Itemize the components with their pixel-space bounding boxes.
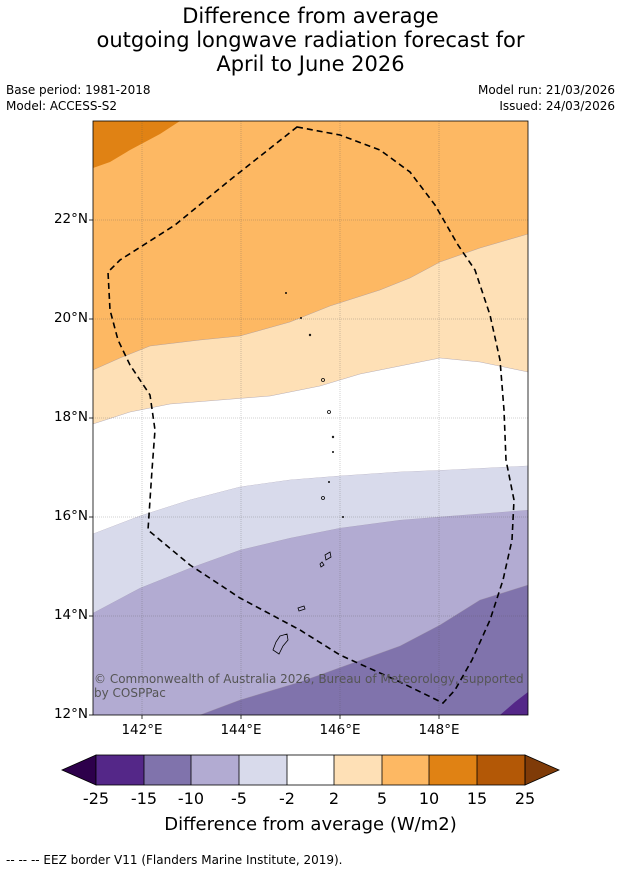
band-10-15 (93, 121, 180, 168)
colorbar-tick: -10 (177, 789, 205, 808)
colorbar-tick: -5 (231, 789, 247, 808)
islands (272, 291, 344, 655)
model-run: Model run: 21/03/2026 (477, 83, 615, 97)
lat-label: 20°N (53, 310, 88, 326)
issued-date: Issued: 24/03/2026 (499, 99, 615, 113)
lat-label: 22°N (53, 211, 88, 227)
colorbar-tick: -25 (82, 789, 110, 808)
colorbar-tick: 15 (466, 789, 488, 808)
lat-label: 16°N (53, 508, 88, 524)
colorbar-under (61, 754, 97, 786)
colorbar-tick: 25 (514, 789, 536, 808)
axis-ticks (89, 219, 440, 719)
lon-label: 142°E (121, 722, 163, 738)
colorbar-tick: 2 (328, 789, 340, 808)
colorbar-bin (191, 755, 239, 785)
lat-label: 14°N (53, 607, 88, 623)
colorbar-bin (334, 755, 382, 785)
colorbar-over (524, 754, 560, 786)
colorbar-tick: -2 (279, 789, 295, 808)
title-line-1: Difference from average (182, 4, 439, 28)
colorbar-label: Difference from average (W/m2) (164, 814, 457, 835)
map-panel (93, 121, 528, 715)
colorbar (61, 754, 560, 786)
lon-label: 146°E (319, 722, 361, 738)
chart-title: Difference from average outgoing longwav… (0, 4, 621, 76)
colorbar-bin (382, 755, 429, 785)
copyright-notice: © Commonwealth of Australia 2026, Bureau… (94, 672, 524, 700)
colorbar-tick: 5 (376, 789, 388, 808)
colorbar-bin (429, 755, 477, 785)
band-neg5-lower (93, 466, 528, 613)
meta-left: Base period: 1981-2018 Model: ACCESS-S2 (6, 82, 151, 114)
title-line-3: April to June 2026 (216, 52, 405, 76)
band-white-strip (93, 358, 528, 534)
colorbar-bin (477, 755, 525, 785)
gridlines (93, 121, 528, 715)
colorbar-bin (287, 755, 334, 785)
colorbar-tick: 10 (418, 789, 440, 808)
model-name: Model: ACCESS-S2 (6, 99, 118, 113)
colorbar-tick: -15 (130, 789, 158, 808)
lat-label: 18°N (53, 409, 88, 425)
colorbar-bin (96, 755, 144, 785)
colorbar-bin (239, 755, 287, 785)
lon-label: 148°E (418, 722, 460, 738)
meta-right: Model run: 21/03/2026 Issued: 24/03/2026 (478, 82, 615, 114)
eez-footnote: -- -- -- EEZ border V11 (Flanders Marine… (6, 853, 343, 867)
title-line-2: outgoing longwave radiation forecast for (96, 28, 525, 52)
lat-label: 12°N (53, 706, 88, 722)
band-neg25-neg15 (500, 692, 528, 715)
colorbar-bin (144, 755, 191, 785)
lon-label: 144°E (220, 722, 262, 738)
base-period: Base period: 1981-2018 (6, 83, 151, 97)
band-5-10 (93, 121, 528, 370)
eez-border (107, 126, 515, 704)
band-neg15-neg10 (200, 585, 528, 715)
